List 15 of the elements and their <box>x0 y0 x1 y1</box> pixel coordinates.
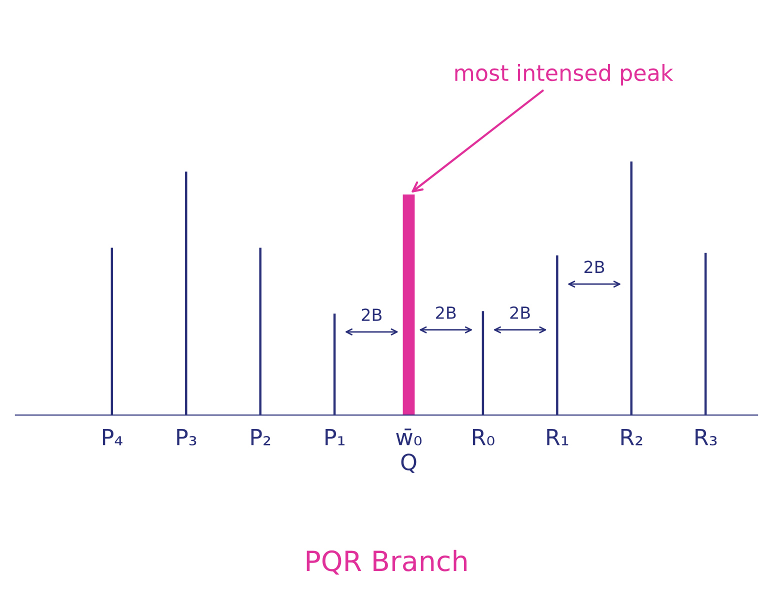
annotation: most intensed peak <box>455 64 674 86</box>
annotation: 2B <box>510 306 530 319</box>
x-tick-label: P₄ <box>102 428 122 446</box>
text: PQR Branch <box>306 550 467 575</box>
x-tick-label: R₃ <box>696 428 717 446</box>
annotation: 2B <box>362 308 382 321</box>
x-tick-label: R₁ <box>547 428 568 446</box>
annotation: 2B <box>436 306 456 319</box>
x-tick-label: P₁ <box>326 428 344 446</box>
x-tick-label: P₃ <box>177 428 196 446</box>
x-tick-label: w̄₀ Q <box>396 428 422 473</box>
annotation: 2B <box>584 260 604 274</box>
x-tick-label: P₂ <box>251 428 270 446</box>
x-tick-label: R₀ <box>472 428 494 446</box>
x-tick-label: R₂ <box>621 428 642 446</box>
